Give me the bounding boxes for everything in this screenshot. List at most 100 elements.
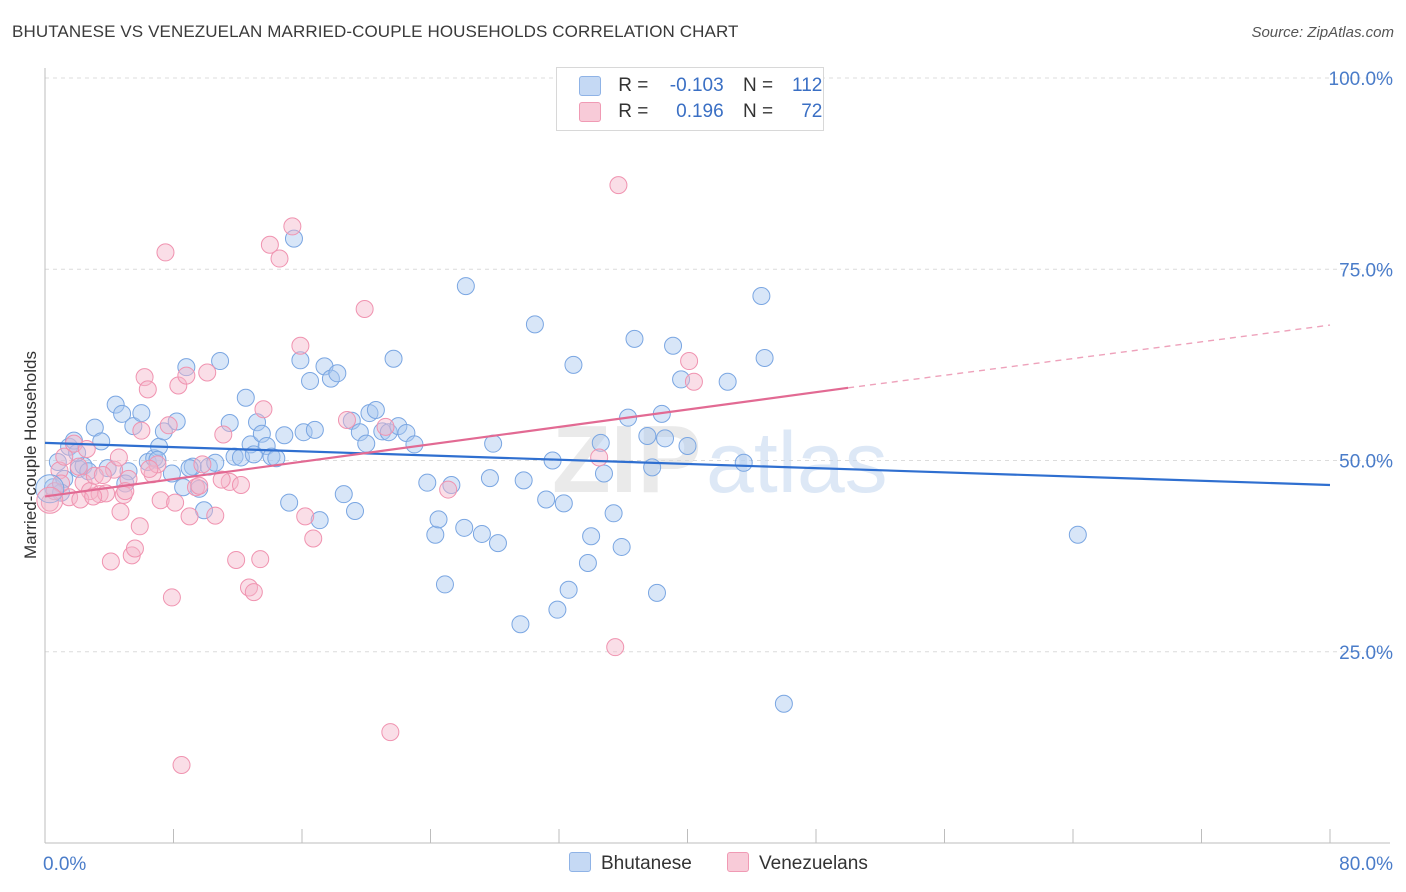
point-venezuelans: [52, 474, 71, 493]
trend-line-venezuelans: [44, 386, 849, 498]
point-venezuelans: [609, 176, 628, 195]
point-venezuelans: [355, 300, 374, 319]
point-venezuelans: [130, 517, 149, 536]
point-bhutanese: [554, 494, 573, 513]
y-tick-label: 25.0%: [1339, 643, 1393, 664]
point-venezuelans: [291, 336, 310, 355]
point-bhutanese: [244, 445, 263, 464]
point-bhutanese: [357, 434, 376, 453]
legend-row-venezuelans: R = 0.196 N = 72: [579, 101, 822, 127]
y-tick-label: 75.0%: [1339, 260, 1393, 281]
point-bhutanese: [604, 504, 623, 523]
series-legend-bhutanese: Bhutanese: [569, 852, 692, 875]
data-points: [35, 176, 1087, 774]
point-bhutanese: [664, 336, 683, 355]
point-venezuelans: [177, 366, 196, 385]
trend-line-venezuelans-extension: [848, 324, 1331, 389]
legend-n-value: 112: [792, 75, 823, 96]
point-bhutanese: [291, 351, 310, 370]
point-bhutanese: [236, 388, 255, 407]
point-bhutanese: [455, 518, 474, 537]
point-venezuelans: [270, 249, 289, 268]
point-venezuelans: [231, 475, 250, 494]
x-tick-label: 0.0%: [43, 854, 86, 875]
point-bhutanese: [752, 287, 771, 306]
point-venezuelans: [55, 447, 74, 466]
point-bhutanese: [472, 524, 491, 543]
point-bhutanese: [511, 615, 530, 634]
point-venezuelans: [212, 470, 231, 489]
point-venezuelans: [198, 363, 217, 382]
point-bhutanese: [426, 525, 445, 544]
point-bhutanese: [211, 352, 230, 371]
point-bhutanese: [647, 583, 666, 602]
point-bhutanese: [594, 464, 613, 483]
y-tick-label: 50.0%: [1339, 452, 1393, 473]
point-bhutanese: [275, 426, 294, 445]
point-bhutanese: [656, 429, 675, 448]
point-venezuelans: [376, 417, 395, 436]
point-venezuelans: [283, 217, 302, 236]
point-venezuelans: [125, 539, 144, 558]
legend-n-label: N =: [742, 101, 774, 122]
point-venezuelans: [606, 638, 625, 657]
point-bhutanese: [418, 473, 437, 492]
point-venezuelans: [244, 583, 263, 602]
point-venezuelans: [206, 506, 225, 525]
point-venezuelans: [159, 416, 178, 435]
point-bhutanese: [301, 371, 320, 390]
point-venezuelans: [439, 480, 458, 499]
legend-r-label: R =: [618, 75, 649, 96]
point-bhutanese: [537, 490, 556, 509]
legend-row-bhutanese: R = -0.103 N = 112: [579, 75, 822, 101]
point-bhutanese: [106, 395, 125, 414]
point-bhutanese: [564, 355, 583, 374]
x-tick-label: 80.0%: [1339, 854, 1393, 875]
point-bhutanese: [514, 471, 533, 490]
point-venezuelans: [151, 491, 170, 510]
point-bhutanese: [643, 458, 662, 477]
point-venezuelans: [186, 478, 205, 497]
point-bhutanese: [132, 404, 151, 423]
point-venezuelans: [227, 550, 246, 569]
chart-title: BHUTANESE VS VENEZUELAN MARRIED-COUPLE H…: [12, 22, 739, 41]
point-bhutanese: [379, 423, 398, 442]
point-venezuelans: [138, 380, 157, 399]
point-venezuelans: [190, 476, 209, 495]
tick-labels: 25.0% 50.0% 75.0% 100.0% 0.0% 80.0%: [43, 69, 1393, 875]
point-bhutanese: [334, 485, 353, 504]
gridlines: [45, 77, 1390, 653]
point-bhutanese: [638, 427, 657, 446]
trend-lines: [44, 324, 1331, 498]
point-venezuelans: [304, 529, 323, 548]
point-bhutanese: [248, 413, 267, 432]
point-bhutanese: [305, 420, 324, 439]
point-venezuelans: [172, 755, 191, 774]
point-venezuelans: [260, 235, 279, 254]
point-venezuelans: [36, 486, 64, 514]
point-bhutanese: [79, 462, 98, 481]
point-bhutanese: [456, 277, 475, 296]
stats-legend: R = -0.103 N = 112 R = 0.196 N = 72: [556, 67, 824, 131]
point-venezuelans: [180, 507, 199, 526]
point-bhutanese: [328, 364, 347, 383]
point-venezuelans: [162, 588, 181, 607]
point-bhutanese: [734, 453, 753, 472]
series-legend-venezuelans: Venezuelans: [727, 852, 868, 875]
point-bhutanese: [612, 537, 631, 556]
source-label: Source: ZipAtlas.com: [1251, 24, 1394, 41]
point-venezuelans: [214, 425, 233, 444]
point-bhutanese: [1068, 525, 1087, 544]
point-bhutanese: [591, 433, 610, 452]
series-label-bhutanese: Bhutanese: [601, 853, 692, 874]
point-venezuelans: [111, 502, 130, 521]
point-bhutanese: [220, 414, 239, 433]
point-bhutanese: [488, 534, 507, 553]
point-bhutanese: [678, 436, 697, 455]
point-venezuelans: [590, 448, 609, 467]
point-venezuelans: [69, 457, 88, 476]
point-bhutanese: [559, 580, 578, 599]
point-venezuelans: [109, 448, 128, 467]
point-venezuelans: [296, 507, 315, 526]
point-bhutanese: [294, 423, 313, 442]
